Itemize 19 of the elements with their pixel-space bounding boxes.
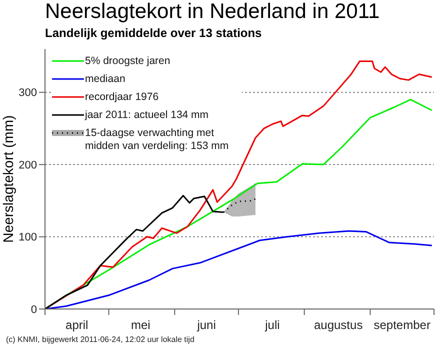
- x-tick-label: september: [374, 318, 430, 332]
- legend-label: 5% droogste jaren: [85, 55, 170, 68]
- legend-label: jaar 2011: actueel 134 mm: [85, 109, 209, 122]
- legend-label: 15-daagse verwachting met midden van verdeling: 153 mm: [85, 127, 230, 153]
- y-tick-label: 300: [18, 87, 37, 100]
- x-tick-label: mei: [130, 318, 150, 332]
- y-tick-label: 100: [18, 232, 37, 244]
- x-tick-label: april: [66, 318, 88, 332]
- chart-subtitle: Landelijk gemiddelde over 13 stations: [45, 26, 262, 40]
- chart-title: Neerslagtekort in Nederland in 2011: [45, 0, 380, 24]
- x-tick-label: juli: [264, 318, 280, 332]
- legend-label: recordjaar 1976: [85, 91, 159, 104]
- x-tick-label: augustus: [314, 318, 363, 332]
- x-tick-label: juni: [196, 318, 216, 332]
- y-tick-label: 200: [18, 159, 37, 172]
- legend-label: mediaan: [85, 73, 126, 86]
- y-tick-label: 0: [30, 304, 37, 316]
- y-axis-title: Neerslagtekort (mm): [0, 115, 16, 243]
- text: (c) KNMI, bijgewerkt 2011-06-24, 12:02 uur lokale tijd: [6, 335, 194, 344]
